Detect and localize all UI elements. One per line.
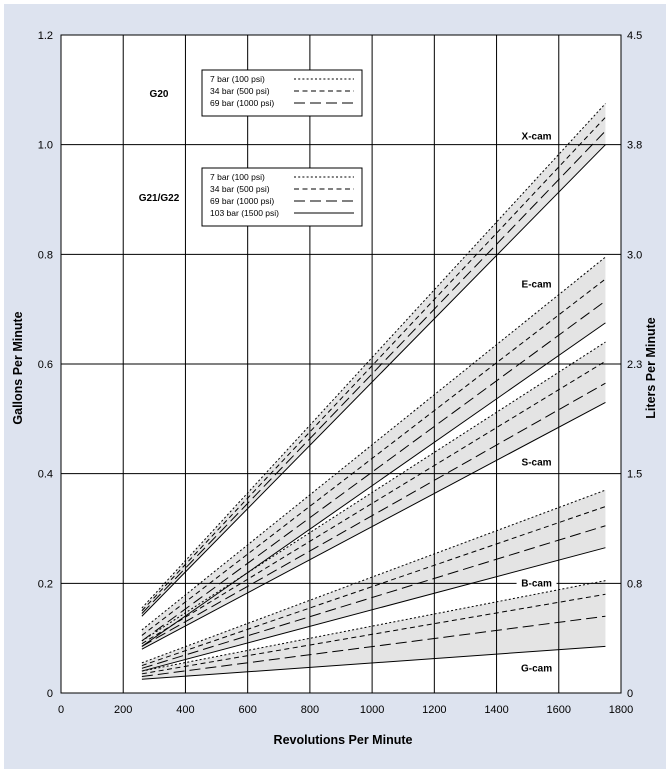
y-tick-label: 0 — [47, 688, 53, 700]
chart-svg: 0 200 400 600 800 1000 1200 1400 1600 1800 0 0.2 0.4… — [4, 4, 666, 769]
x-tick-label: 1400 — [484, 704, 508, 716]
y-tick-label: 0.4 — [38, 469, 53, 481]
legend-entry-label: 69 bar (1000 psi) — [210, 98, 274, 108]
legend-entry-label: 7 bar (100 psi) — [210, 172, 265, 182]
cam-label-text: S-cam — [522, 458, 552, 469]
y-right-tick-label: 3.0 — [627, 249, 642, 261]
y-right-tick-label: 3.8 — [627, 140, 642, 152]
y-tick-label: 0.6 — [38, 359, 53, 371]
y-right-tick-label: 2.3 — [627, 359, 642, 371]
x-tick-label: 800 — [301, 704, 319, 716]
cam-label-e-cam: E-cam — [517, 276, 557, 290]
legend-entry-label: 103 bar (1500 psi) — [210, 208, 279, 218]
legend-entry-label: 69 bar (1000 psi) — [210, 196, 274, 206]
x-tick-label: 1000 — [360, 704, 384, 716]
x-tick-label: 0 — [58, 704, 64, 716]
y-axis-right-title: Liters Per Minute — [644, 317, 658, 418]
legend-entry-label: 7 bar (100 psi) — [210, 74, 265, 84]
cam-label-x-cam: X-cam — [517, 128, 557, 142]
x-tick-label: 200 — [114, 704, 132, 716]
y-tick-label: 0.2 — [38, 578, 53, 590]
flow-rate-chart: 0 200 400 600 800 1000 1200 1400 1600 1800 0 0.2 0.4… — [4, 4, 666, 769]
cam-label-s-cam: S-cam — [517, 455, 557, 469]
y-tick-label: 1.0 — [38, 140, 53, 152]
y-axis-title: Gallons Per Minute — [11, 311, 25, 424]
cam-label-g-cam: G-cam — [517, 660, 557, 674]
y-right-tick-label: 4.5 — [627, 30, 642, 42]
legend-model-label: G20 — [150, 89, 169, 100]
cam-label-text: X-cam — [522, 131, 552, 142]
cam-label-b-cam: B-cam — [517, 575, 557, 589]
x-tick-label: 1200 — [422, 704, 446, 716]
cam-label-text: B-cam — [521, 578, 552, 589]
legend-entry-label: 34 bar (500 psi) — [210, 184, 270, 194]
y-tick-label: 1.2 — [38, 30, 53, 42]
cam-label-text: E-cam — [522, 279, 552, 290]
legend-entry-label: 34 bar (500 psi) — [210, 86, 270, 96]
cam-label-text: G-cam — [521, 663, 552, 674]
x-tick-label: 400 — [176, 704, 194, 716]
y-tick-label: 0.8 — [38, 249, 53, 261]
y-right-tick-label: 0.8 — [627, 578, 642, 590]
y-right-tick-label: 1.5 — [627, 469, 642, 481]
x-tick-label: 600 — [238, 704, 256, 716]
x-tick-label: 1800 — [609, 704, 633, 716]
x-axis-title: Revolutions Per Minute — [274, 733, 413, 747]
legend-model-label: G21/G22 — [139, 193, 180, 204]
y-right-tick-label: 0 — [627, 688, 633, 700]
x-tick-label: 1600 — [547, 704, 571, 716]
